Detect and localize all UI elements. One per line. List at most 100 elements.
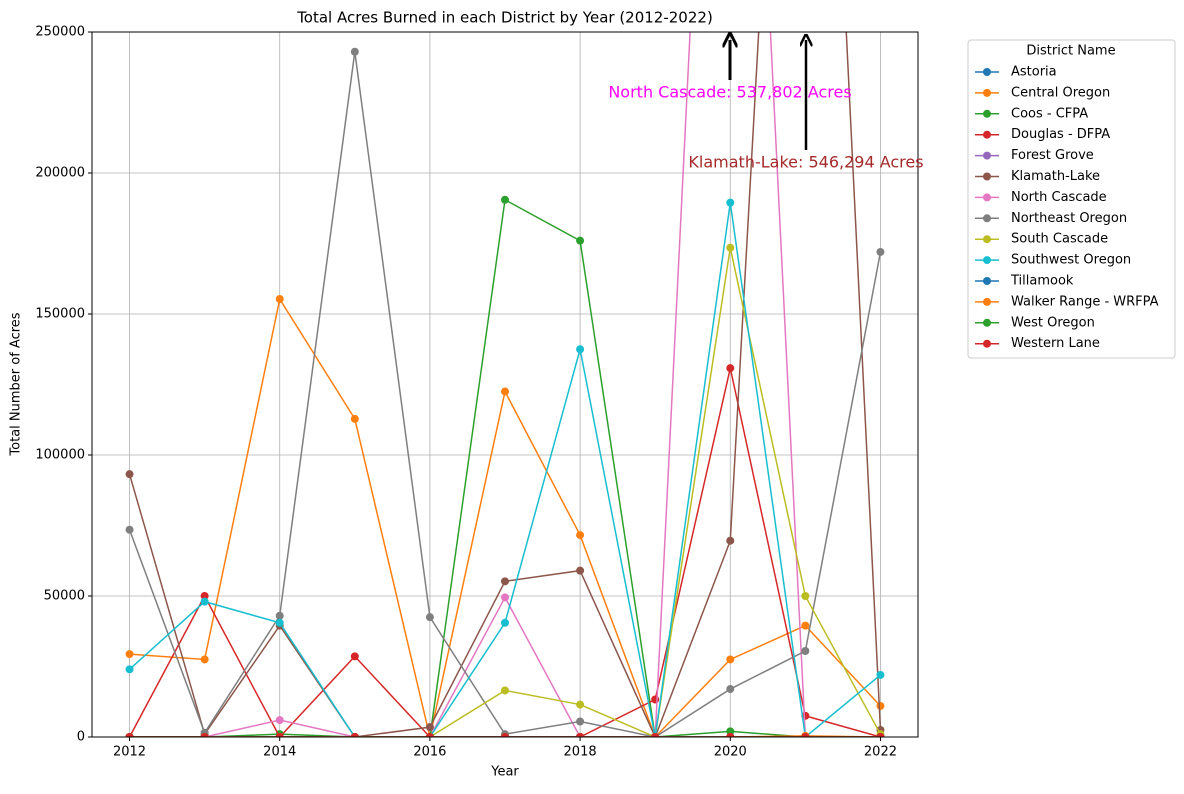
- plot-frame: [91, 31, 919, 738]
- point: [275, 295, 284, 304]
- x-tick-label: 2012: [113, 745, 146, 760]
- legend-label: Douglas - DFPA: [1011, 127, 1110, 142]
- point: [501, 593, 509, 602]
- point: [425, 733, 434, 737]
- point: [801, 621, 810, 630]
- y-tick-label: 50000: [44, 589, 85, 604]
- point: [726, 198, 735, 207]
- legend-label: Southwest Oregon: [1011, 253, 1131, 268]
- series-line: [129, 247, 882, 737]
- point: [275, 716, 284, 725]
- legend-marker: [983, 68, 991, 76]
- point: [876, 733, 885, 737]
- point: [726, 243, 735, 252]
- point: [576, 717, 585, 726]
- point: [651, 695, 660, 704]
- point: [200, 592, 209, 600]
- point: [125, 525, 134, 534]
- legend-marker: [983, 109, 991, 118]
- legend-label: Western Lane: [1011, 336, 1100, 351]
- point: [275, 733, 284, 737]
- legend-label: Coos - CFPA: [1011, 106, 1088, 121]
- series-line: [129, 202, 881, 737]
- legend-label: North Cascade: [1011, 190, 1107, 205]
- legend-label: South Cascade: [1011, 232, 1108, 247]
- point: [876, 701, 885, 710]
- legend-marker: [983, 214, 991, 223]
- legend-marker: [983, 256, 991, 265]
- point: [501, 686, 509, 695]
- legend-label: Central Oregon: [1011, 85, 1110, 100]
- point: [200, 597, 209, 606]
- point: [350, 652, 359, 661]
- x-tick-label: 2016: [413, 745, 446, 760]
- y-tick-label: 100000: [35, 448, 85, 463]
- x-axis-label: Year: [490, 765, 519, 780]
- y-axis-label: Total Number of Acres: [9, 312, 24, 456]
- point: [501, 195, 509, 204]
- annotation: Klamath-Lake: 546,294 Acres: [688, 153, 923, 172]
- series-line: [129, 297, 882, 737]
- legend-label: Tillamook: [1010, 274, 1074, 289]
- point: [350, 733, 359, 737]
- point: [801, 646, 810, 655]
- point: [501, 733, 509, 737]
- legend-title: District Name: [1026, 44, 1115, 59]
- point: [350, 47, 359, 56]
- legend-marker: [983, 88, 991, 97]
- y-tick-label: 0: [77, 730, 85, 745]
- point: [801, 733, 810, 737]
- point: [125, 650, 134, 659]
- legend-label: Walker Range - WRFPA: [1011, 294, 1159, 309]
- point: [576, 700, 585, 709]
- point: [275, 618, 284, 627]
- point: [726, 364, 735, 373]
- legend-marker: [983, 172, 991, 181]
- point: [726, 536, 735, 545]
- point: [876, 247, 885, 256]
- chart-title: Total Acres Burned in each District by Y…: [296, 9, 713, 27]
- point: [651, 733, 660, 737]
- point: [200, 733, 209, 737]
- point: [200, 655, 209, 664]
- point: [576, 733, 585, 737]
- y-tick-label: 200000: [35, 166, 85, 181]
- x-tick-label: 2018: [564, 745, 597, 760]
- point: [726, 727, 735, 736]
- legend-label: West Oregon: [1011, 315, 1095, 330]
- point: [425, 723, 434, 732]
- legend-marker: [983, 277, 991, 285]
- x-tick-label: 2020: [714, 745, 747, 760]
- point: [576, 531, 585, 540]
- legend-marker: [983, 339, 991, 348]
- legend-label: Forest Grove: [1011, 148, 1094, 163]
- point: [125, 470, 134, 479]
- point: [350, 414, 359, 423]
- legend-marker: [983, 318, 991, 327]
- point: [125, 733, 134, 737]
- legend-box: [967, 39, 1176, 359]
- point: [576, 345, 585, 354]
- point: [576, 236, 585, 245]
- point: [726, 733, 735, 737]
- point: [425, 613, 434, 622]
- series-line: [128, 367, 881, 737]
- legend-marker: [983, 193, 991, 202]
- legend-label: Astoria: [1011, 65, 1057, 80]
- point: [501, 577, 509, 586]
- point: [501, 618, 509, 627]
- y-tick-label: 250000: [35, 25, 85, 40]
- legend-marker: [983, 297, 991, 306]
- legend-label: Northeast Oregon: [1011, 211, 1127, 226]
- legend-marker: [983, 151, 991, 160]
- point: [125, 665, 134, 674]
- point: [501, 387, 509, 396]
- annotation: North Cascade: 537,802 Acres: [608, 83, 851, 102]
- y-tick-label: 150000: [35, 307, 85, 322]
- x-tick-label: 2022: [864, 745, 897, 760]
- point: [576, 566, 585, 575]
- point: [726, 655, 735, 664]
- point: [275, 611, 284, 620]
- legend-marker: [983, 235, 991, 244]
